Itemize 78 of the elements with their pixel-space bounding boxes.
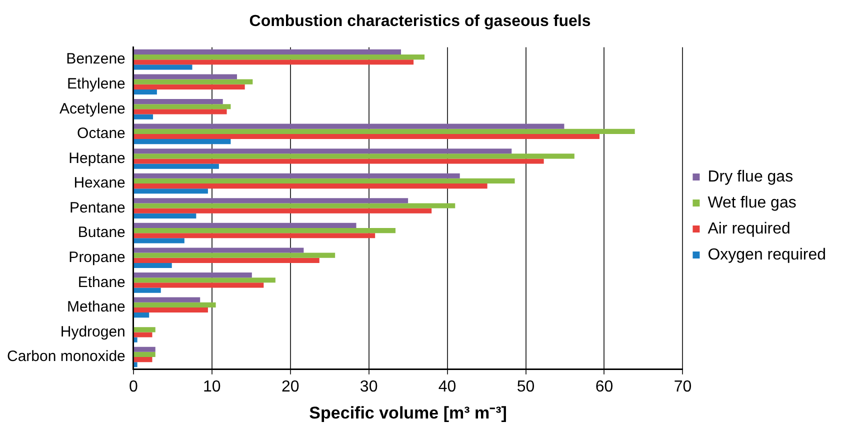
bar (134, 124, 564, 129)
x-tick-label: 60 (595, 378, 614, 396)
x-tick-label: 70 (674, 378, 692, 396)
bar (134, 337, 138, 342)
bar (134, 178, 515, 184)
bar (134, 89, 157, 95)
bar (134, 272, 252, 278)
bar (134, 74, 237, 80)
x-tick-label: 30 (360, 378, 378, 396)
bar (134, 282, 264, 288)
y-tick-label: Ethylene (67, 76, 126, 93)
bar (134, 312, 150, 318)
bar (134, 99, 223, 104)
bar (134, 288, 161, 293)
bar (134, 158, 544, 164)
bar (134, 203, 456, 208)
bar (134, 84, 245, 90)
bar (134, 262, 172, 268)
bar (134, 248, 304, 253)
bar (134, 104, 231, 110)
bar (134, 252, 336, 258)
bar (134, 258, 320, 263)
bar (134, 233, 376, 238)
bar (134, 332, 152, 338)
bar (134, 109, 227, 114)
bar (134, 213, 196, 218)
legend-label: Air required (708, 220, 790, 238)
bar (134, 327, 156, 332)
x-tick-label: 20 (281, 378, 300, 396)
chart-title: Combustion characteristics of gaseous fuels (249, 13, 591, 30)
bar (134, 148, 512, 154)
bar (134, 198, 408, 204)
y-tick-label: Propane (68, 249, 126, 266)
y-tick-label: Methane (67, 298, 126, 316)
bar (134, 128, 635, 134)
x-tick-label: 40 (438, 378, 456, 396)
bar (134, 307, 208, 313)
y-tick-label: Pentane (70, 199, 126, 216)
bar (134, 222, 356, 228)
y-tick-label: Acetylene (60, 100, 126, 118)
bar (134, 352, 156, 358)
legend-label: Wet flue gas (708, 194, 796, 212)
bar (134, 49, 401, 55)
bar (134, 278, 276, 283)
y-tick-label: Carbon monoxide (6, 348, 126, 366)
bar (134, 362, 138, 368)
bar (134, 238, 184, 244)
x-axis-title: Specific volume [m³ m⁻³] (309, 403, 507, 422)
bar (134, 173, 460, 178)
bar (134, 60, 414, 65)
y-tick-label: Benzene (66, 50, 126, 68)
bar (134, 228, 396, 234)
y-tick-label: Ethane (78, 274, 126, 291)
bar (134, 54, 425, 60)
bar (134, 64, 192, 70)
y-tick-label: Hydrogen (60, 323, 126, 340)
y-tick-label: Hexane (74, 174, 126, 192)
y-tick-label: Heptane (68, 150, 126, 167)
bar (134, 208, 432, 214)
bar (134, 79, 253, 84)
bar (134, 302, 216, 308)
bar (134, 139, 231, 144)
bar (134, 134, 600, 140)
x-tick-label: 50 (516, 378, 535, 396)
x-tick-label: 0 (128, 378, 138, 396)
bar (134, 154, 574, 159)
legend-label: Dry flue gas (708, 168, 794, 186)
bar (134, 346, 156, 352)
bar (134, 357, 152, 362)
legend-label: Oxygen required (708, 246, 826, 264)
y-tick-label: Octane (77, 125, 126, 142)
bar (134, 188, 208, 194)
bar (134, 114, 154, 120)
bar (134, 184, 488, 189)
bar (134, 164, 219, 169)
x-tick-label: 10 (202, 378, 221, 396)
y-tick-label: Butane (78, 224, 126, 242)
bar (134, 297, 200, 302)
